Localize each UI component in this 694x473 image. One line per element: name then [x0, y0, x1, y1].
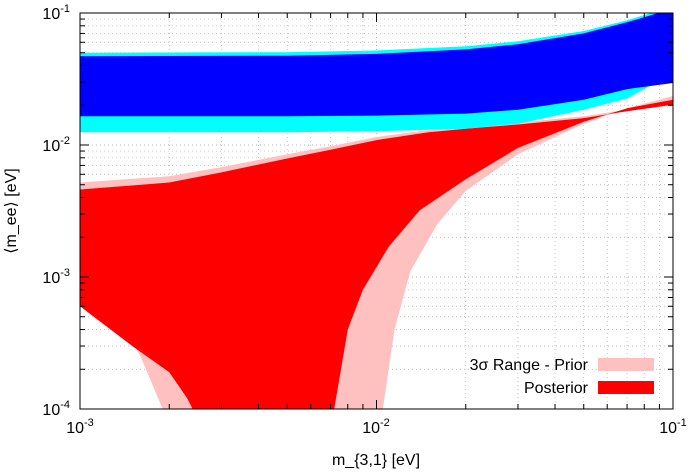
blue-band: [80, 13, 673, 117]
y-tick-label: 10-3: [42, 267, 70, 287]
y-tick-label: 10-1: [42, 3, 70, 23]
y-tick-label: 10-4: [42, 399, 70, 419]
legend-label-posterior: Posterior: [524, 380, 589, 397]
x-tick-label: 10-3: [66, 417, 94, 437]
legend-swatch-posterior: [598, 381, 654, 394]
legend-label-prior: 3σ Range - Prior: [470, 357, 589, 374]
legend-swatch-prior: [598, 358, 654, 371]
posterior-band: [80, 99, 673, 409]
legend: 3σ Range - Prior Posterior: [470, 357, 654, 397]
y-tick-label: 10-2: [42, 135, 70, 155]
y-axis-label: ⟨m_ee⟩ [eV]: [3, 168, 20, 253]
data-bands: [80, 13, 673, 409]
x-tick-labels: 10-3 10-2 10-1: [66, 417, 687, 437]
axis-ticks: [79, 12, 674, 410]
x-axis-label: m_{3,1} [eV]: [332, 452, 420, 469]
x-tick-label: 10-1: [659, 417, 687, 437]
y-tick-labels: 10-4 10-3 10-2 10-1: [42, 3, 70, 419]
x-tick-label: 10-2: [362, 417, 390, 437]
